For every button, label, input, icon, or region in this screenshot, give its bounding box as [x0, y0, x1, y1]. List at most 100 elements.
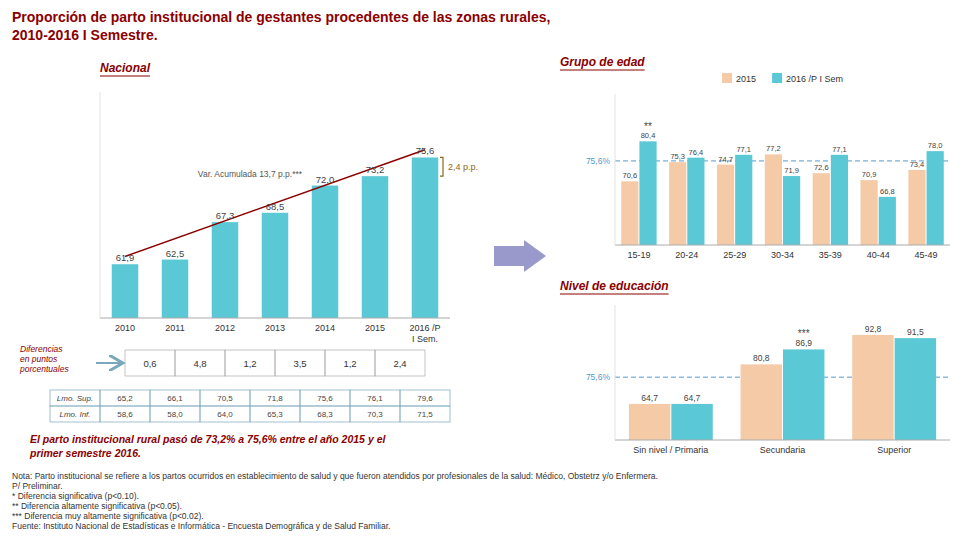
bar: [669, 162, 686, 245]
data-label: 92,8: [865, 324, 882, 334]
data-label: 77,2: [766, 144, 781, 153]
limit-row-label: Lmo. Sup.: [57, 394, 93, 403]
legend-label: 2015: [736, 74, 756, 84]
data-label: 64,7: [641, 393, 658, 403]
data-label: 73,2: [366, 164, 385, 175]
difference-label: 3,5: [293, 358, 306, 369]
significance-mark: **: [644, 121, 652, 132]
reference-line: [615, 160, 950, 161]
limit-label: 66,1: [167, 394, 183, 403]
data-label: 86,9: [795, 338, 812, 348]
limit-cell: [250, 390, 300, 406]
x-tick-label: 2015: [365, 323, 385, 333]
limit-cell: [100, 406, 150, 422]
bar: [671, 404, 712, 440]
data-label: 71,9: [784, 166, 799, 175]
x-tick-label: 25-29: [723, 250, 746, 260]
reference-lines: [615, 160, 950, 161]
limit-label: 58,0: [167, 410, 183, 419]
legend-item: 2015: [722, 73, 756, 84]
limit-label: 75,6: [317, 394, 333, 403]
limit-label: 64,0: [217, 410, 233, 419]
limit-label: 70,5: [217, 394, 233, 403]
x-tick-label: Sin nivel / Primaria: [633, 445, 708, 455]
x-tick-label: 40-44: [867, 250, 890, 260]
x-tick-label: 2010: [115, 323, 135, 333]
reference-label: 75,6%: [586, 156, 611, 166]
limit-cell: [150, 406, 200, 422]
difference-label: 1,2: [343, 358, 356, 369]
x-tick-label: 35-39: [819, 250, 842, 260]
bar: [212, 222, 239, 318]
limit-label: 65,2: [117, 394, 133, 403]
x-tick-label: Superior: [877, 445, 911, 455]
limit-cell: [400, 390, 450, 406]
x-axis: [100, 318, 450, 319]
y-axis: [615, 305, 616, 440]
panel-title: Nivel de educación: [560, 279, 669, 293]
data-label: 67,3: [216, 210, 235, 221]
trend-line: [125, 150, 425, 257]
x-tick-label: 45-49: [915, 250, 938, 260]
bar: [741, 364, 782, 440]
legend-swatch: [722, 73, 732, 83]
x-axis: [615, 440, 950, 441]
bar: [312, 186, 339, 318]
bar: [362, 176, 389, 318]
bar: [112, 264, 139, 318]
difference-label: 0,6: [143, 358, 156, 369]
bar: [629, 404, 670, 440]
footnote: Nota: Parto institucional se refiere a l…: [12, 471, 658, 531]
data-label: 70,9: [862, 170, 877, 179]
bar: [861, 180, 878, 245]
limit-cell: [150, 390, 200, 406]
difference-label: 1,2: [243, 358, 256, 369]
limit-row-label: Lmo. Inf.: [59, 410, 90, 419]
plot-marks: [125, 150, 425, 257]
bar: [717, 165, 734, 245]
bar: [927, 151, 944, 245]
x-tick-label: 2011: [165, 323, 184, 333]
limit-label: 65,3: [267, 410, 283, 419]
infographic: Proporción de parto institucional de ges…: [0, 0, 960, 540]
bar: [783, 349, 824, 440]
legend-label: 2016 /P I Sem: [786, 74, 843, 84]
difference-caption: Diferenciasen puntosporcentuales: [19, 344, 69, 374]
data-label: 73,4: [910, 160, 925, 169]
data-label: 75,3: [670, 152, 685, 161]
panel-title: Grupo de edad: [560, 55, 645, 69]
limit-label: 76,1: [367, 394, 383, 403]
data-label: 80,4: [641, 131, 656, 140]
data-label: 75,6: [416, 145, 435, 156]
reference-label: 75,6%: [586, 372, 611, 382]
difference-cell: [375, 350, 425, 376]
data-label: 72,0: [316, 174, 335, 185]
bars: [629, 335, 936, 440]
x-tick-label: Secundaria: [760, 445, 806, 455]
x-axis: [615, 245, 950, 246]
limit-cell: [350, 406, 400, 422]
bar: [783, 176, 800, 245]
data-label: 80,8: [753, 353, 770, 363]
limit-label: 58,6: [117, 410, 133, 419]
y-axis: [100, 92, 101, 318]
bar: [852, 335, 893, 440]
x-tick-label: 30-34: [771, 250, 794, 260]
data-label: 66,8: [880, 187, 895, 196]
difference-cell: [225, 350, 275, 376]
data-label: 91,5: [907, 327, 924, 337]
data-label: 78,0: [928, 141, 943, 150]
bar: [908, 170, 925, 245]
data-label: 74,7: [718, 155, 733, 164]
x-tick-label: 2014: [315, 323, 335, 333]
difference-cell: [275, 350, 325, 376]
bar: [879, 197, 896, 245]
bar: [412, 157, 439, 318]
bar: [813, 173, 830, 245]
connector-arrow: [494, 240, 546, 272]
trend-label: Var. Acumulada 13,7 p.p.***: [198, 169, 303, 179]
bar: [735, 155, 752, 245]
limit-cell: [200, 390, 250, 406]
x-tick-label: 2016 /PI Sem.: [409, 323, 440, 344]
limit-cell: [350, 390, 400, 406]
